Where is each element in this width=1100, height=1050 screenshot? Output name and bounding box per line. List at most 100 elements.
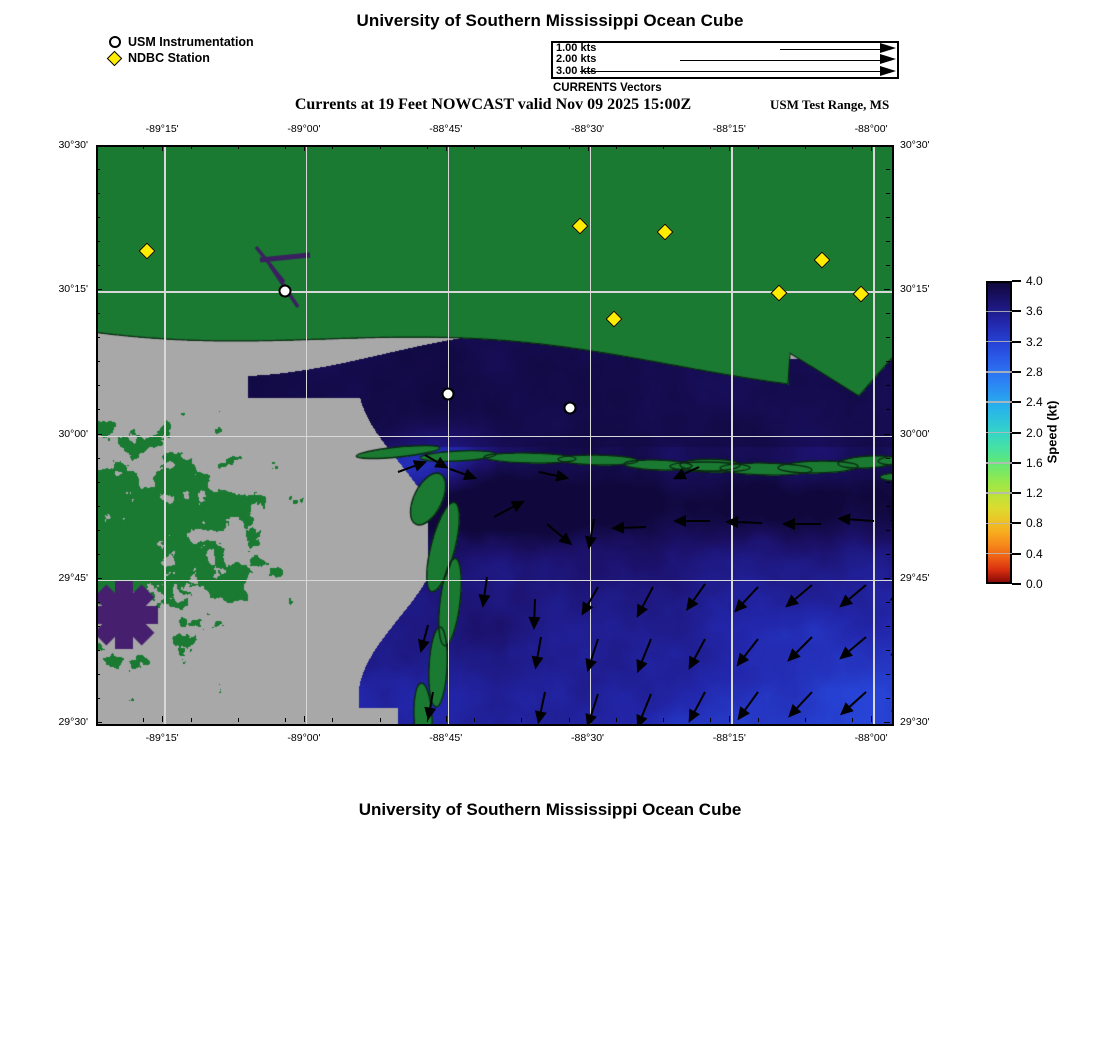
- colorbar-tick-label: 0.8: [1026, 516, 1043, 531]
- axis-minor-tick-y: [886, 409, 890, 411]
- axis-minor-tick-y: [886, 385, 890, 387]
- colorbar-separator: [986, 431, 1012, 434]
- axis-minor-tick-y: [886, 193, 890, 195]
- axis-label-y-right: 29°45': [900, 571, 930, 584]
- axis-minor-tick-y: [886, 313, 890, 315]
- axis-tick-x: [587, 716, 589, 722]
- colorbar-tick: [1012, 310, 1021, 313]
- legend-label-ndbc: NDBC Station: [128, 51, 210, 65]
- axis-minor-tick-y: [886, 217, 890, 219]
- colorbar-tick-label: 0.4: [1026, 546, 1043, 561]
- axis-label-x-top: -89°00': [287, 123, 321, 135]
- axis-tick-x: [871, 145, 873, 151]
- axis-label-x-top: -88°00': [854, 123, 888, 135]
- vector-scale-box: 1.00 kts 2.00 kts 3.00 kts: [551, 41, 899, 79]
- axis-minor-tick-x: [190, 145, 192, 149]
- axis-label-x-bottom: -89°15': [145, 732, 179, 744]
- axis-minor-tick-y: [96, 169, 100, 171]
- axis-label-y-right: 29°30': [900, 716, 930, 728]
- axis-minor-tick-y: [886, 289, 890, 291]
- axis-label-x-bottom: -88°15': [712, 732, 746, 744]
- axis-minor-tick-x: [190, 718, 192, 722]
- vector-shaft-1: [780, 48, 880, 50]
- axis-minor-tick-y: [96, 361, 100, 363]
- axis-minor-tick-y: [96, 481, 100, 483]
- axis-minor-tick-y: [96, 433, 100, 435]
- axis-minor-tick-y: [886, 505, 890, 507]
- vector-scale-row-3: 3.00 kts: [553, 64, 897, 77]
- axis-minor-tick-y: [886, 722, 890, 723]
- axis-minor-tick-y: [96, 529, 100, 531]
- axis-label-x-top: -88°45': [429, 123, 463, 135]
- axis-minor-tick-y: [886, 649, 890, 651]
- axis-tick-x: [729, 145, 731, 151]
- axis-minor-tick-y: [886, 697, 890, 699]
- axis-label-x-top: -88°15': [712, 123, 746, 135]
- usm-instrumentation-marker[interactable]: [441, 387, 455, 401]
- axis-minor-tick-x: [237, 718, 239, 722]
- colorbar-tick: [1012, 370, 1021, 373]
- axis-minor-tick-x: [521, 145, 523, 149]
- axis-minor-tick-y: [96, 337, 100, 339]
- axis-minor-tick-y: [96, 697, 100, 699]
- axis-tick-layer: [96, 145, 890, 723]
- vector-scale-row-2: 2.00 kts: [553, 53, 897, 65]
- axis-minor-tick-y: [886, 265, 890, 267]
- axis-minor-tick-x: [663, 145, 665, 149]
- axis-minor-tick-y: [96, 265, 100, 267]
- colorbar-tick-label: 1.6: [1026, 455, 1043, 470]
- axis-label-x-bottom: -88°45': [429, 732, 463, 744]
- axis-minor-tick-y: [96, 649, 100, 651]
- colorbar-tick: [1012, 431, 1021, 434]
- vector-scale-row-1: 1.00 kts: [553, 42, 897, 54]
- axis-minor-tick-x: [143, 718, 145, 722]
- usm-instrumentation-marker[interactable]: [563, 401, 577, 415]
- axis-minor-tick-y: [886, 481, 890, 483]
- vector-scale-label-3: 3.00 kts: [556, 64, 597, 77]
- map-symbol-legend: USM Instrumentation NDBC Station: [106, 35, 328, 68]
- colorbar-separator: [986, 522, 1012, 525]
- colorbar-separator: [986, 401, 1012, 403]
- axis-minor-tick-y: [96, 193, 100, 195]
- vector-arrowhead-3: [880, 65, 896, 76]
- axis-minor-tick-x: [757, 718, 759, 722]
- colorbar-tick: [1012, 492, 1021, 495]
- axis-tick-x: [729, 716, 731, 722]
- axis-label-x-bottom: -88°00': [854, 732, 888, 744]
- colorbar-tick-label: 1.2: [1026, 486, 1043, 501]
- axis-minor-tick-y: [886, 601, 890, 603]
- axis-minor-tick-x: [474, 718, 476, 722]
- colorbar-tick: [1012, 552, 1021, 555]
- axis-tick-x: [162, 145, 164, 151]
- axis-label-x-top: -89°15': [145, 123, 179, 135]
- diamond-marker-icon: [106, 50, 123, 67]
- axis-label-x-bottom: -88°30': [570, 732, 605, 744]
- axis-label-y-left: 30°15': [58, 283, 88, 296]
- axis-minor-tick-x: [710, 718, 712, 722]
- axis-tick-x: [303, 716, 305, 722]
- usm-instrumentation-marker[interactable]: [278, 284, 292, 298]
- colorbar-tick: [1012, 461, 1021, 464]
- map-plot-area[interactable]: [96, 145, 894, 726]
- axis-minor-tick-y: [96, 625, 100, 627]
- axis-minor-tick-x: [96, 718, 97, 722]
- axis-minor-tick-y: [886, 673, 890, 675]
- axis-minor-tick-y: [96, 553, 100, 555]
- axis-minor-tick-y: [96, 457, 100, 459]
- axis-label-y-left: 29°45': [58, 571, 88, 584]
- circle-marker-icon: [109, 36, 121, 48]
- axis-minor-tick-y: [886, 529, 890, 531]
- colorbar-tick: [1012, 583, 1021, 585]
- axis-minor-tick-y: [96, 409, 100, 411]
- axis-minor-tick-x: [474, 145, 476, 149]
- axis-minor-tick-y: [96, 289, 100, 291]
- axis-minor-tick-y: [96, 241, 100, 243]
- axis-label-x-top: -88°30': [570, 123, 605, 135]
- colorbar-tick: [1012, 522, 1021, 525]
- legend-item-ndbc: NDBC Station: [106, 50, 328, 67]
- axis-minor-tick-x: [663, 718, 665, 722]
- arrow-head: [889, 514, 892, 528]
- axis-minor-tick-x: [615, 718, 617, 722]
- axis-minor-tick-x: [332, 718, 334, 722]
- colorbar-separator: [986, 340, 1012, 343]
